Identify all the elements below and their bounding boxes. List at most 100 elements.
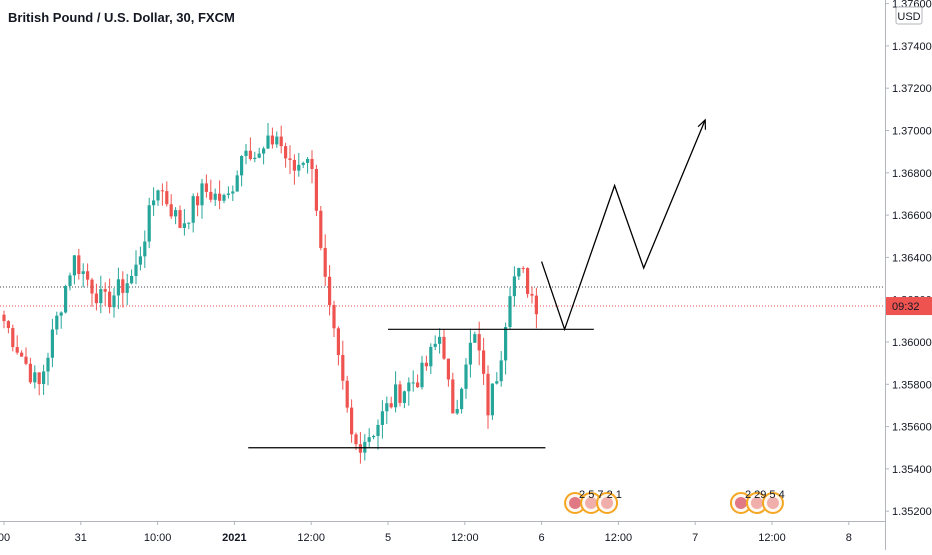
candle xyxy=(341,340,345,390)
candle-body xyxy=(433,343,437,347)
candle xyxy=(420,355,424,390)
candle-body xyxy=(411,382,415,384)
price-tick-label: 1.35400 xyxy=(892,464,932,476)
candle xyxy=(226,186,230,199)
candle-body xyxy=(20,352,24,357)
candle-body xyxy=(59,312,63,316)
candle xyxy=(332,300,336,337)
candle-body xyxy=(108,291,112,308)
candle-body xyxy=(310,158,314,169)
candle-body xyxy=(394,384,398,408)
candle-body xyxy=(464,364,468,389)
time-tick-label: 12:00 xyxy=(605,532,633,544)
candle xyxy=(429,343,433,375)
candle xyxy=(147,197,151,249)
candle-body xyxy=(319,210,323,248)
candle xyxy=(442,329,446,361)
candle-body xyxy=(147,205,151,242)
candle xyxy=(33,365,37,389)
candle xyxy=(99,275,103,314)
event-label: 2 5 7 2 1 xyxy=(579,489,622,501)
event-label: 2 29 5 4 xyxy=(745,489,785,501)
candle-body xyxy=(112,295,116,308)
candle xyxy=(266,122,270,149)
price-tick-label: 1.37200 xyxy=(892,83,932,95)
candle xyxy=(508,287,512,330)
candle xyxy=(37,372,41,396)
candle xyxy=(15,335,19,355)
candle xyxy=(306,156,310,174)
candle xyxy=(77,248,81,280)
candle-body xyxy=(244,150,248,157)
candle-body xyxy=(262,148,266,154)
candle xyxy=(248,137,252,161)
candle xyxy=(125,273,129,306)
candle-body xyxy=(284,146,288,159)
projection-path xyxy=(540,118,707,332)
candle xyxy=(446,358,450,387)
price-tick-label: 1.37400 xyxy=(892,41,932,53)
candle-body xyxy=(270,135,274,145)
candle xyxy=(438,328,442,354)
candle-body xyxy=(55,315,59,330)
candle-body xyxy=(257,153,261,158)
candle-body xyxy=(358,444,362,453)
candle xyxy=(209,179,213,203)
candle xyxy=(460,387,464,414)
candle-body xyxy=(99,289,103,304)
candle xyxy=(345,375,349,413)
candles-layer xyxy=(2,122,538,464)
candle xyxy=(231,185,235,202)
chart-title: British Pound / U.S. Dollar, 30, FXCM xyxy=(8,10,235,25)
candle-body xyxy=(86,271,90,280)
candle-body xyxy=(68,275,72,286)
candle xyxy=(6,320,10,334)
candle xyxy=(134,250,138,285)
candle xyxy=(534,287,538,329)
candle xyxy=(512,266,516,307)
candle xyxy=(174,207,178,225)
time-tick-label: 6 xyxy=(539,532,545,544)
price-tick-label: 1.36400 xyxy=(892,252,932,264)
candle-body xyxy=(517,267,521,277)
candle xyxy=(468,328,472,378)
candle xyxy=(42,364,46,395)
candle xyxy=(50,318,54,368)
candle xyxy=(433,335,437,351)
candle-body xyxy=(15,347,19,353)
candle xyxy=(218,180,222,210)
candle xyxy=(156,189,160,206)
candle-body xyxy=(372,435,376,438)
candle xyxy=(182,209,186,236)
candle-body xyxy=(468,342,472,365)
candle-body xyxy=(279,136,283,147)
candle-body xyxy=(2,314,6,322)
candle xyxy=(402,390,406,409)
time-tick-label: 00 xyxy=(0,532,10,544)
candle xyxy=(455,399,459,415)
candle xyxy=(424,355,428,371)
candle-body xyxy=(169,204,173,217)
candle-body xyxy=(314,168,318,211)
candle-body xyxy=(121,279,125,293)
candle xyxy=(411,370,415,392)
candle-body xyxy=(46,357,50,372)
candle xyxy=(270,127,274,149)
candle-body xyxy=(504,327,508,361)
candle xyxy=(288,145,292,175)
event-flag-icon xyxy=(569,497,582,509)
candle xyxy=(143,230,147,268)
candle-body xyxy=(103,289,107,292)
candle xyxy=(394,371,398,413)
candle-body xyxy=(328,276,332,305)
candle-body xyxy=(160,190,164,192)
candle-body xyxy=(182,223,186,228)
candle xyxy=(385,396,389,425)
candle-body xyxy=(191,196,195,223)
candle-body xyxy=(424,362,428,367)
candle-body xyxy=(442,336,446,359)
candle-body xyxy=(178,210,182,228)
event-flag-icon xyxy=(766,497,779,509)
